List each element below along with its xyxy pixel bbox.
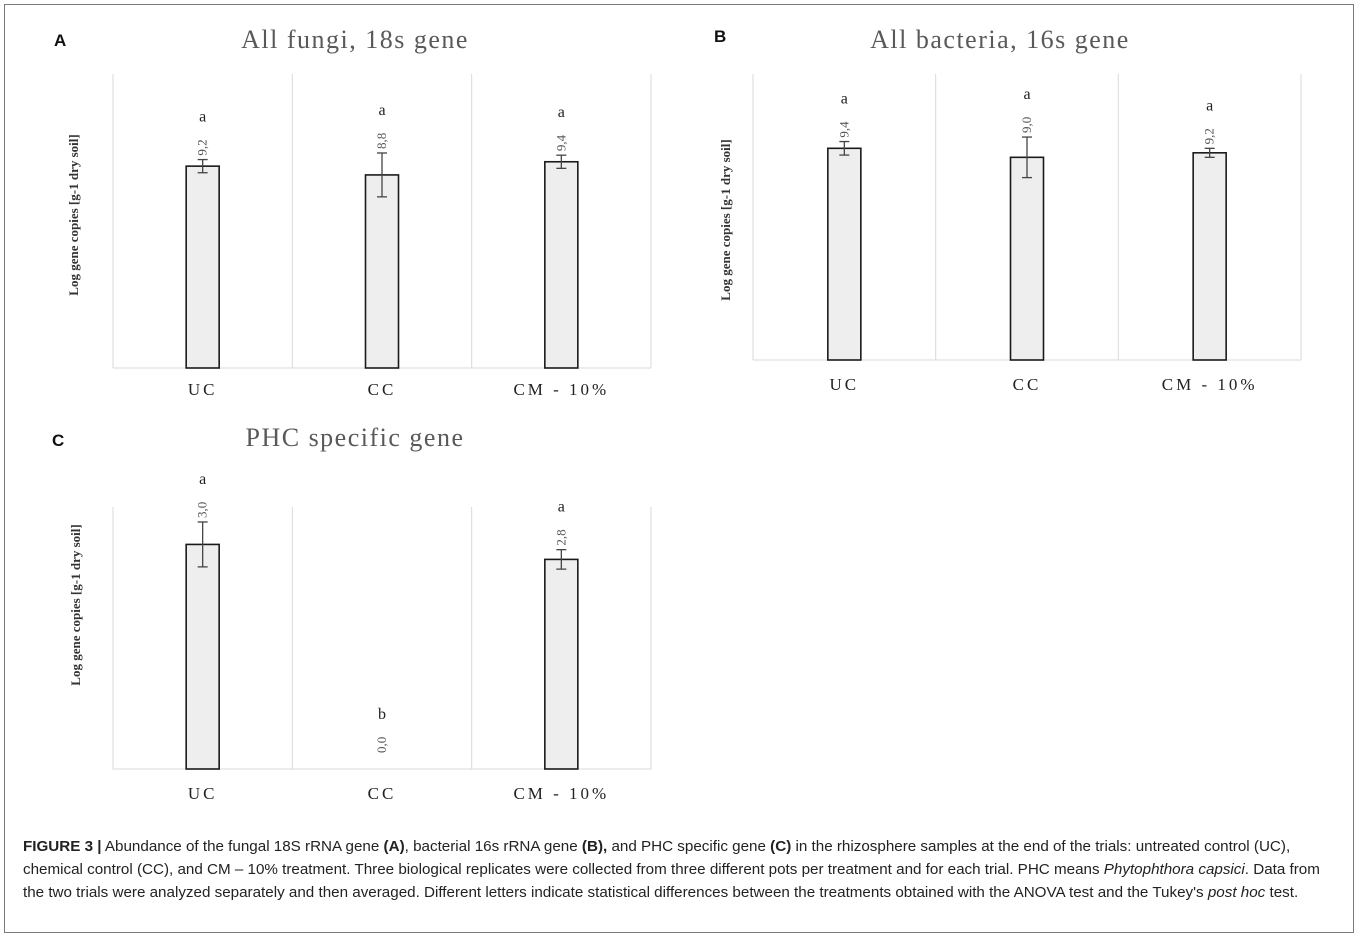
- panel-b-significance-letter: a: [1206, 97, 1213, 114]
- panel-a-title: All fungi, 18s gene: [241, 25, 469, 54]
- panel-b-y-axis-label: Log gene copies [g-1 dry soil]: [718, 139, 733, 300]
- panel-a-bar: [364, 174, 400, 369]
- caption-posthoc: post hoc: [1207, 884, 1266, 901]
- panel-a-bar: [185, 165, 220, 369]
- panel-a: A All fungi, 18s gene Log gene copies [g…: [54, 25, 652, 399]
- panel-c-bar: [544, 558, 579, 770]
- caption-ref-a: (A): [383, 838, 405, 855]
- panel-b-title: All bacteria, 16s gene: [870, 25, 1130, 54]
- panel-c-category-label: CC: [368, 784, 397, 803]
- panel-b-bar: [827, 147, 862, 361]
- panel-b-value-label: 9,4: [836, 121, 851, 138]
- figure-canvas: A All fungi, 18s gene Log gene copies [g…: [52, 25, 1302, 803]
- panel-a-bar: [544, 160, 579, 369]
- panel-b-bar: [1192, 152, 1227, 361]
- panel-a-value-label: 9,2: [195, 139, 210, 155]
- panel-c-category-label: UC: [188, 784, 218, 803]
- panel-b-value-label: 9,2: [1202, 128, 1217, 144]
- caption-text-3: and PHC specific gene: [607, 838, 771, 855]
- caption-text-6: test.: [1265, 884, 1299, 901]
- panel-b-value-label: 9,0: [1019, 117, 1034, 133]
- panel-c-title: PHC specific gene: [245, 423, 464, 452]
- panel-c-letter: C: [52, 431, 64, 450]
- panel-c-value-label: 2,8: [553, 529, 568, 545]
- caption-ref-b: (B),: [581, 838, 608, 855]
- panel-a-y-axis-label: Log gene copies [g-1 dry soil]: [66, 134, 81, 295]
- panel-b-category-label: UC: [830, 375, 860, 394]
- caption-text-4: in the rhizosphere samples at the end of…: [23, 838, 1291, 878]
- panel-b: B All bacteria, 16s gene Log gene copies…: [714, 25, 1302, 394]
- figure-caption: FIGURE 3 | Abundance of the fungal 18S r…: [23, 835, 1343, 904]
- panel-b-category-label: CM - 10%: [1162, 375, 1258, 394]
- caption-text-5: . Data from the two trials were analyzed…: [23, 861, 1320, 901]
- panel-b-significance-letter: a: [841, 91, 848, 108]
- panel-c-bar: [185, 543, 220, 770]
- panel-b-bar: [1009, 156, 1045, 361]
- panel-a-significance-letter: a: [378, 102, 385, 119]
- figure-frame: [4, 4, 1354, 933]
- panel-b-significance-letter: a: [1023, 86, 1030, 103]
- panel-b-category-label: CC: [1013, 375, 1042, 394]
- panel-c-value-label: 3,0: [195, 502, 210, 518]
- panel-a-letter: A: [54, 31, 66, 50]
- panel-c-significance-letter: b: [378, 706, 386, 723]
- caption-text-2: , bacterial 16s rRNA gene: [404, 838, 582, 855]
- caption-label: FIGURE 3 |: [23, 838, 102, 855]
- panel-c-significance-letter: a: [199, 471, 206, 488]
- panel-a-category-label: CM - 10%: [513, 380, 609, 399]
- panel-c-significance-letter: a: [558, 499, 565, 516]
- caption-ref-c: (C): [770, 838, 792, 855]
- panel-a-significance-letter: a: [199, 109, 206, 126]
- panel-c-value-label: 0,0: [374, 737, 389, 753]
- caption-text-1: Abundance of the fungal 18S rRNA gene: [101, 838, 384, 855]
- panel-c: C PHC specific gene Log gene copies [g-1…: [52, 423, 652, 803]
- panel-a-value-label: 9,4: [553, 134, 568, 151]
- panel-a-category-label: CC: [368, 380, 397, 399]
- panel-a-category-label: UC: [188, 380, 218, 399]
- caption-species: Phytophthora capsici: [1103, 861, 1245, 878]
- panel-a-significance-letter: a: [558, 104, 565, 121]
- panel-b-letter: B: [714, 27, 726, 46]
- panel-c-category-label: CM - 10%: [513, 784, 609, 803]
- panel-a-value-label: 8,8: [374, 133, 389, 149]
- panel-c-y-axis-label: Log gene copies [g-1 dry soil]: [68, 524, 83, 685]
